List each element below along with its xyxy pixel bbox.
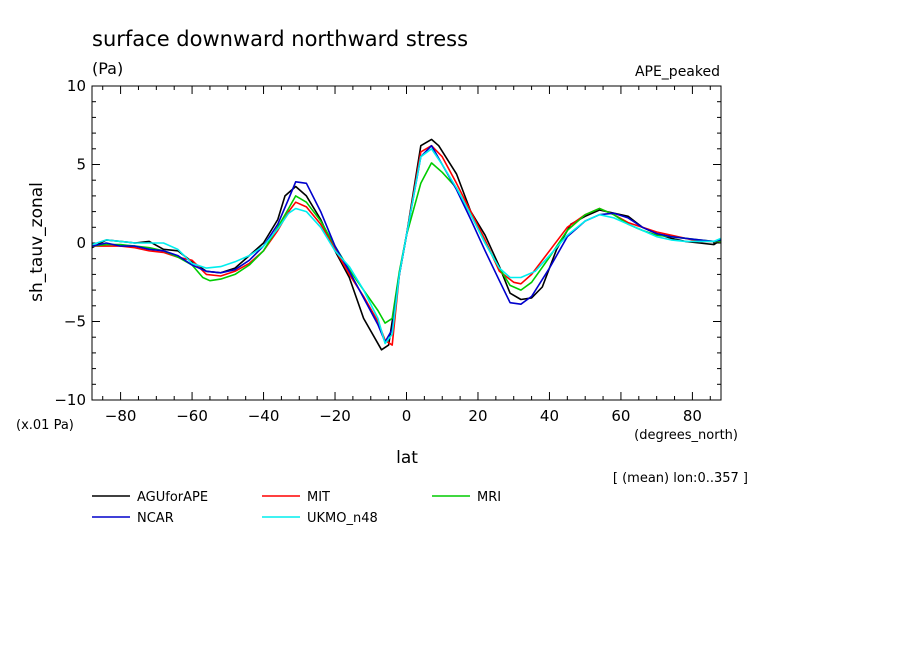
x-tick-labels: −80 −60 −40 −20 0 20 40 60 80 — [105, 407, 702, 425]
plot-frame — [91, 85, 722, 401]
x-tick-label: 20 — [468, 407, 487, 425]
y-tick-label: 0 — [76, 234, 86, 252]
x-axis-label: lat — [396, 448, 418, 468]
legend: AGUforAPE MIT MRI NCAR UKMO_n48 — [92, 490, 501, 526]
series-line-ncar — [91, 144, 722, 343]
x-units-label: (degrees_north) — [634, 428, 738, 443]
subtitle: [ (mean) lon:0..357 ] — [613, 471, 748, 486]
x-tick-label: −20 — [319, 407, 351, 425]
experiment-label: APE_peaked — [635, 64, 720, 80]
y-tick-label: −5 — [64, 313, 86, 331]
legend-label-mit: MIT — [307, 490, 330, 505]
series-line-mit — [92, 144, 721, 346]
series-line-mri — [91, 162, 721, 324]
units-label: (Pa) — [92, 59, 123, 78]
legend-label-ncar: NCAR — [137, 511, 174, 526]
axis-ticks — [92, 85, 721, 401]
x-tick-label: 40 — [540, 407, 559, 425]
y-tick-labels: −10 −5 0 5 10 — [54, 77, 86, 409]
y-tick-label: 10 — [67, 77, 86, 95]
series-line-ukmo-n48 — [91, 148, 722, 345]
y-scale-note: (x.01 Pa) — [16, 418, 74, 433]
series-lines — [91, 138, 722, 351]
x-tick-label: 60 — [611, 407, 630, 425]
legend-label-aguforape: AGUforAPE — [137, 490, 208, 505]
x-tick-label: 80 — [683, 407, 702, 425]
x-tick-label: −40 — [248, 407, 280, 425]
series-line-aguforape — [91, 138, 722, 351]
legend-label-ukmo-n48: UKMO_n48 — [307, 511, 378, 526]
x-tick-label: −80 — [105, 407, 137, 425]
y-axis-label: sh_tauv_zonal — [27, 182, 47, 302]
chart-title: surface downward northward stress — [92, 27, 468, 51]
legend-label-mri: MRI — [477, 490, 501, 505]
y-tick-label: 5 — [76, 156, 86, 174]
x-tick-label: 0 — [402, 407, 412, 425]
y-tick-label: −10 — [54, 391, 86, 409]
x-tick-label: −60 — [176, 407, 208, 425]
